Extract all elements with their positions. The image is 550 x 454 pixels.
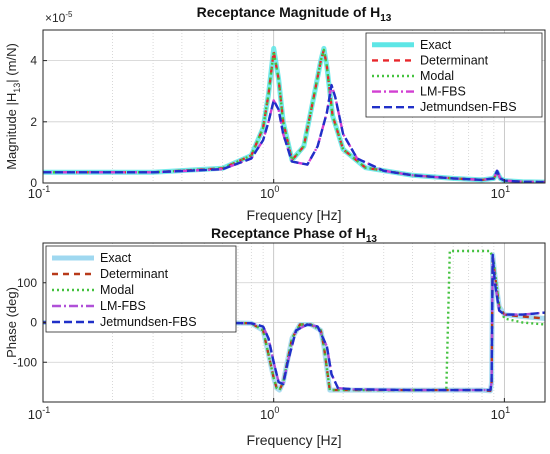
series-line-jetmundsen-fbs xyxy=(43,253,545,392)
y-tick-label: -100 xyxy=(13,355,37,369)
legend: Exact Determinant Modal LM-FBS Jetmundsen-FB… xyxy=(45,245,237,333)
y-tick-label: 4 xyxy=(30,54,37,68)
phase-panel: -100 0 100 10-1 100 101 Receptance Phase of H1… xyxy=(4,225,546,448)
x-tick-label: 101 xyxy=(491,184,510,201)
series-line-determinant xyxy=(43,253,545,393)
y-axis-label: Magnitude |H13| (m/N) xyxy=(4,43,22,170)
series-group xyxy=(43,249,545,394)
legend-entry: Jetmundsen-FBS xyxy=(100,315,197,329)
legend-entry: Exact xyxy=(420,38,452,52)
x-tick-label: 100 xyxy=(260,405,279,422)
y-exponent-label: ×10-5 xyxy=(45,10,73,25)
x-axis-label: Frequency [Hz] xyxy=(247,432,342,448)
magnitude-panel: 0 2 4 10-1 100 101 Receptance Magnitude of H13… xyxy=(4,4,546,223)
y-tick-label: 0 xyxy=(30,316,37,330)
x-tick-label: 10-1 xyxy=(28,405,50,422)
legend-entry: Determinant xyxy=(420,53,489,67)
series-line-lm-fbs xyxy=(43,83,545,183)
axes-frame xyxy=(42,29,546,184)
x-tick-label: 100 xyxy=(260,184,279,201)
legend-entry: Jetmundsen-FBS xyxy=(420,100,517,114)
x-tick-label: 10-1 xyxy=(28,184,50,201)
x-tick-label: 101 xyxy=(491,405,510,422)
legend-entry: Determinant xyxy=(100,267,169,281)
legend-entry: LM-FBS xyxy=(100,299,146,313)
y-tick-label: 100 xyxy=(17,276,37,290)
y-tick-label: 0 xyxy=(30,176,37,190)
legend-entry: Modal xyxy=(420,69,454,83)
series-line-modal xyxy=(43,48,545,183)
legend-box xyxy=(365,32,543,118)
legend-entry: Modal xyxy=(100,283,134,297)
series-line-jetmundsen-fbs xyxy=(43,83,545,183)
chart-title: Receptance Magnitude of H13 xyxy=(197,4,392,24)
x-axis-label: Frequency [Hz] xyxy=(247,207,342,223)
series-group xyxy=(43,45,545,183)
y-axis-label: Phase (deg) xyxy=(4,287,19,358)
chart-title: Receptance Phase of H13 xyxy=(211,225,377,245)
y-tick-label: 2 xyxy=(30,115,37,129)
legend-entry: Exact xyxy=(100,251,132,265)
legend-entry: LM-FBS xyxy=(420,85,466,99)
